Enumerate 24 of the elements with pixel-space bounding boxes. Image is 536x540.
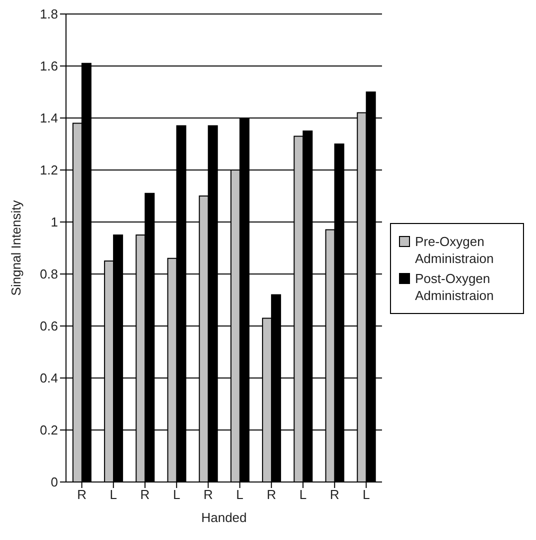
- x-tick-label: R: [266, 487, 276, 502]
- y-tick-label: 1.6: [40, 58, 58, 74]
- legend-label: Post-Oxygen Administraion: [415, 270, 495, 304]
- x-tick-label: L: [362, 487, 370, 502]
- y-tick-label: 1.4: [40, 110, 58, 126]
- y-tick-label: 0.4: [40, 370, 58, 386]
- x-tick-label: L: [299, 487, 307, 502]
- legend-label: Pre-Oxygen Administraion: [415, 232, 495, 266]
- x-tick-label: R: [330, 487, 340, 502]
- x-tick-label: R: [140, 487, 150, 502]
- x-tick-label: R: [77, 487, 86, 502]
- y-tick-label: 1.2: [40, 162, 58, 178]
- x-tick-label: R: [204, 487, 213, 502]
- y-tick-label: 0.2: [40, 422, 58, 438]
- x-tick-label: L: [236, 487, 244, 502]
- y-tick-label: 0: [50, 474, 58, 490]
- y-axis-title: Singnal Intensity: [8, 200, 24, 296]
- x-tick-label: L: [172, 487, 180, 502]
- y-tick-label: 0.8: [40, 266, 58, 282]
- y-tick-label: 0.6: [40, 318, 58, 334]
- y-tick-label: 1.8: [40, 6, 58, 22]
- x-axis-title: Handed: [201, 510, 247, 525]
- x-tick-label: L: [110, 487, 118, 502]
- y-tick-label: 1: [50, 214, 58, 230]
